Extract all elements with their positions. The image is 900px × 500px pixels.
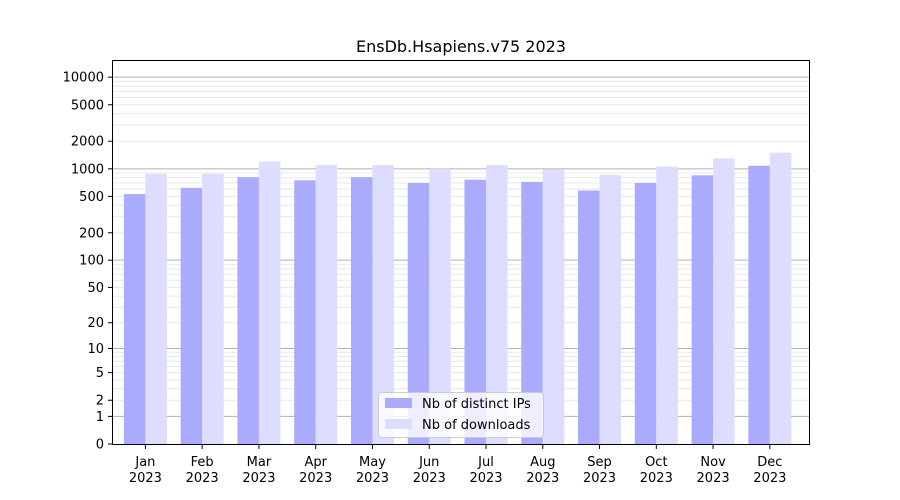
- y-tick-label: 5000: [71, 98, 104, 113]
- x-tick-label-year: 2023: [299, 471, 332, 486]
- legend-label-distinct-ips: Nb of distinct IPs: [422, 397, 531, 412]
- y-tick-label: 1: [96, 410, 104, 425]
- x-tick-label-month: May: [359, 455, 386, 470]
- x-tick-label-month: Feb: [191, 455, 214, 470]
- x-tick-label-month: Apr: [304, 455, 327, 470]
- bar-downloads-oct: [656, 166, 678, 444]
- x-tick-label-month: Jul: [477, 455, 494, 470]
- x-tick-label-month: Mar: [247, 455, 272, 470]
- bar-distinct-ips-may: [350, 177, 373, 444]
- x-tick-label-year: 2023: [469, 471, 502, 486]
- bar-downloads-sep: [599, 174, 622, 444]
- x-tick-label-year: 2023: [753, 471, 786, 486]
- bar-distinct-ips-dec: [748, 165, 770, 444]
- legend-box: [378, 392, 544, 438]
- x-tick-label-year: 2023: [697, 471, 730, 486]
- bar-distinct-ips-feb: [180, 187, 203, 444]
- y-tick-label: 0: [96, 438, 104, 453]
- x-tick-label-month: Oct: [645, 455, 667, 470]
- x-tick-label-year: 2023: [242, 471, 275, 486]
- x-tick-label-year: 2023: [583, 471, 616, 486]
- x-tick-label-month: Nov: [700, 455, 726, 470]
- y-tick-label: 2000: [71, 135, 104, 150]
- bar-downloads-apr: [315, 165, 338, 444]
- bar-distinct-ips-apr: [294, 180, 316, 445]
- x-tick-label-year: 2023: [526, 471, 559, 486]
- bar-downloads-dec: [769, 152, 792, 444]
- bar-distinct-ips-aug: [521, 181, 543, 445]
- bar-downloads-jul: [486, 165, 508, 444]
- y-tick-label: 500: [79, 190, 104, 205]
- x-tick-label-year: 2023: [356, 471, 389, 486]
- bar-downloads-nov: [713, 158, 735, 444]
- bar-distinct-ips-jun: [407, 183, 430, 444]
- bar-downloads-feb: [202, 173, 224, 444]
- bar-downloads-mar: [258, 161, 281, 444]
- y-tick-label: 10000: [63, 71, 104, 86]
- legend-swatch-distinct-ips: [385, 398, 412, 408]
- y-tick-label: 2: [96, 394, 104, 409]
- y-tick-label: 200: [79, 226, 104, 241]
- bar-distinct-ips-sep: [578, 190, 600, 444]
- bar-distinct-ips-oct: [634, 183, 657, 444]
- bar-distinct-ips-jan: [123, 194, 146, 444]
- x-tick-label-month: Sep: [587, 455, 612, 470]
- bar-distinct-ips-nov: [691, 175, 714, 445]
- bar-distinct-ips-mar: [237, 177, 259, 444]
- x-tick-label-month: Aug: [530, 455, 555, 470]
- legend-swatch-downloads: [385, 419, 412, 429]
- x-tick-label-month: Jun: [418, 455, 439, 470]
- x-tick-label-year: 2023: [129, 471, 162, 486]
- y-tick-label: 1000: [71, 162, 104, 177]
- legend-label-downloads: Nb of downloads: [422, 418, 531, 433]
- y-tick-label: 5: [96, 366, 104, 381]
- bar-downloads-may: [372, 165, 394, 444]
- y-tick-label: 20: [87, 316, 104, 331]
- x-tick-label-month: Dec: [757, 455, 782, 470]
- x-tick-label-year: 2023: [413, 471, 446, 486]
- x-tick-label-year: 2023: [640, 471, 673, 486]
- legend: Nb of distinct IPs Nb of downloads: [378, 392, 544, 438]
- x-tick-label-month: Jan: [134, 455, 155, 470]
- y-tick-label: 100: [79, 254, 104, 269]
- y-tick-label: 10: [87, 342, 104, 357]
- bar-downloads-jun: [429, 168, 451, 444]
- bar-downloads-aug: [542, 169, 565, 444]
- chart-title: EnsDb.Hsapiens.v75 2023: [356, 37, 566, 56]
- x-axis: Jan2023Feb2023Mar2023Apr2023May2023Jun20…: [129, 444, 786, 486]
- bar-distinct-ips-jul: [464, 179, 487, 444]
- y-axis: 0 12 5 10 20 50 100 200 500 1000 2000 5000 10000: [63, 71, 113, 453]
- plot-frame: [112, 60, 810, 445]
- bar-downloads-jan: [145, 173, 167, 444]
- y-tick-label: 50: [87, 281, 104, 296]
- bars: [123, 152, 792, 445]
- x-tick-label-year: 2023: [186, 471, 219, 486]
